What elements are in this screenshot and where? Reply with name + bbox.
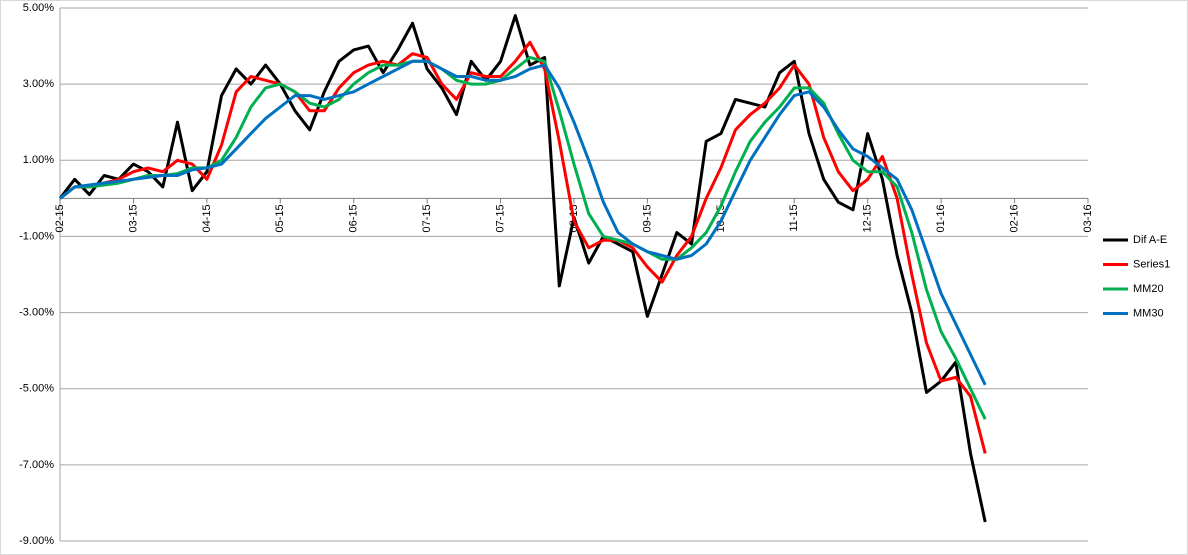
x-tick-label: 07-15	[494, 204, 506, 232]
x-tick-label: 07-15	[421, 204, 433, 232]
x-tick-label: 02-16	[1008, 204, 1020, 232]
y-tick-label: 3.00%	[23, 78, 54, 90]
x-tick-label: 02-15	[54, 204, 66, 232]
x-tick-label: 03-15	[127, 204, 139, 232]
y-tick-label: -1.00%	[19, 230, 54, 242]
x-tick-label: 12-15	[862, 204, 874, 232]
y-tick-label: 5.00%	[23, 2, 54, 14]
data-line	[59, 40, 987, 454]
y-tick-label: -5.00%	[19, 383, 54, 395]
x-tick-label: 09-15	[641, 204, 653, 232]
y-tick-label: 1.00%	[23, 154, 54, 166]
x-tick-label: 04-15	[201, 204, 213, 232]
data-line	[58, 14, 987, 523]
y-tick-label: -3.00%	[19, 306, 54, 318]
y-tick-label: -7.00%	[19, 459, 54, 471]
legend-label: Dif A-E	[1133, 234, 1167, 246]
x-tick-label: 01-16	[935, 204, 947, 232]
x-tick-label: 03-16	[1082, 204, 1094, 232]
legend-label: Series1	[1133, 258, 1170, 270]
x-tick-label: 11-15	[788, 204, 800, 231]
legend-label: MM30	[1133, 307, 1164, 319]
x-tick-label: 05-15	[274, 204, 286, 232]
y-tick-label: -9.00%	[19, 535, 54, 547]
data-line	[59, 59, 987, 386]
legend-label: MM20	[1133, 283, 1164, 295]
x-tick-label: 06-15	[348, 204, 360, 232]
